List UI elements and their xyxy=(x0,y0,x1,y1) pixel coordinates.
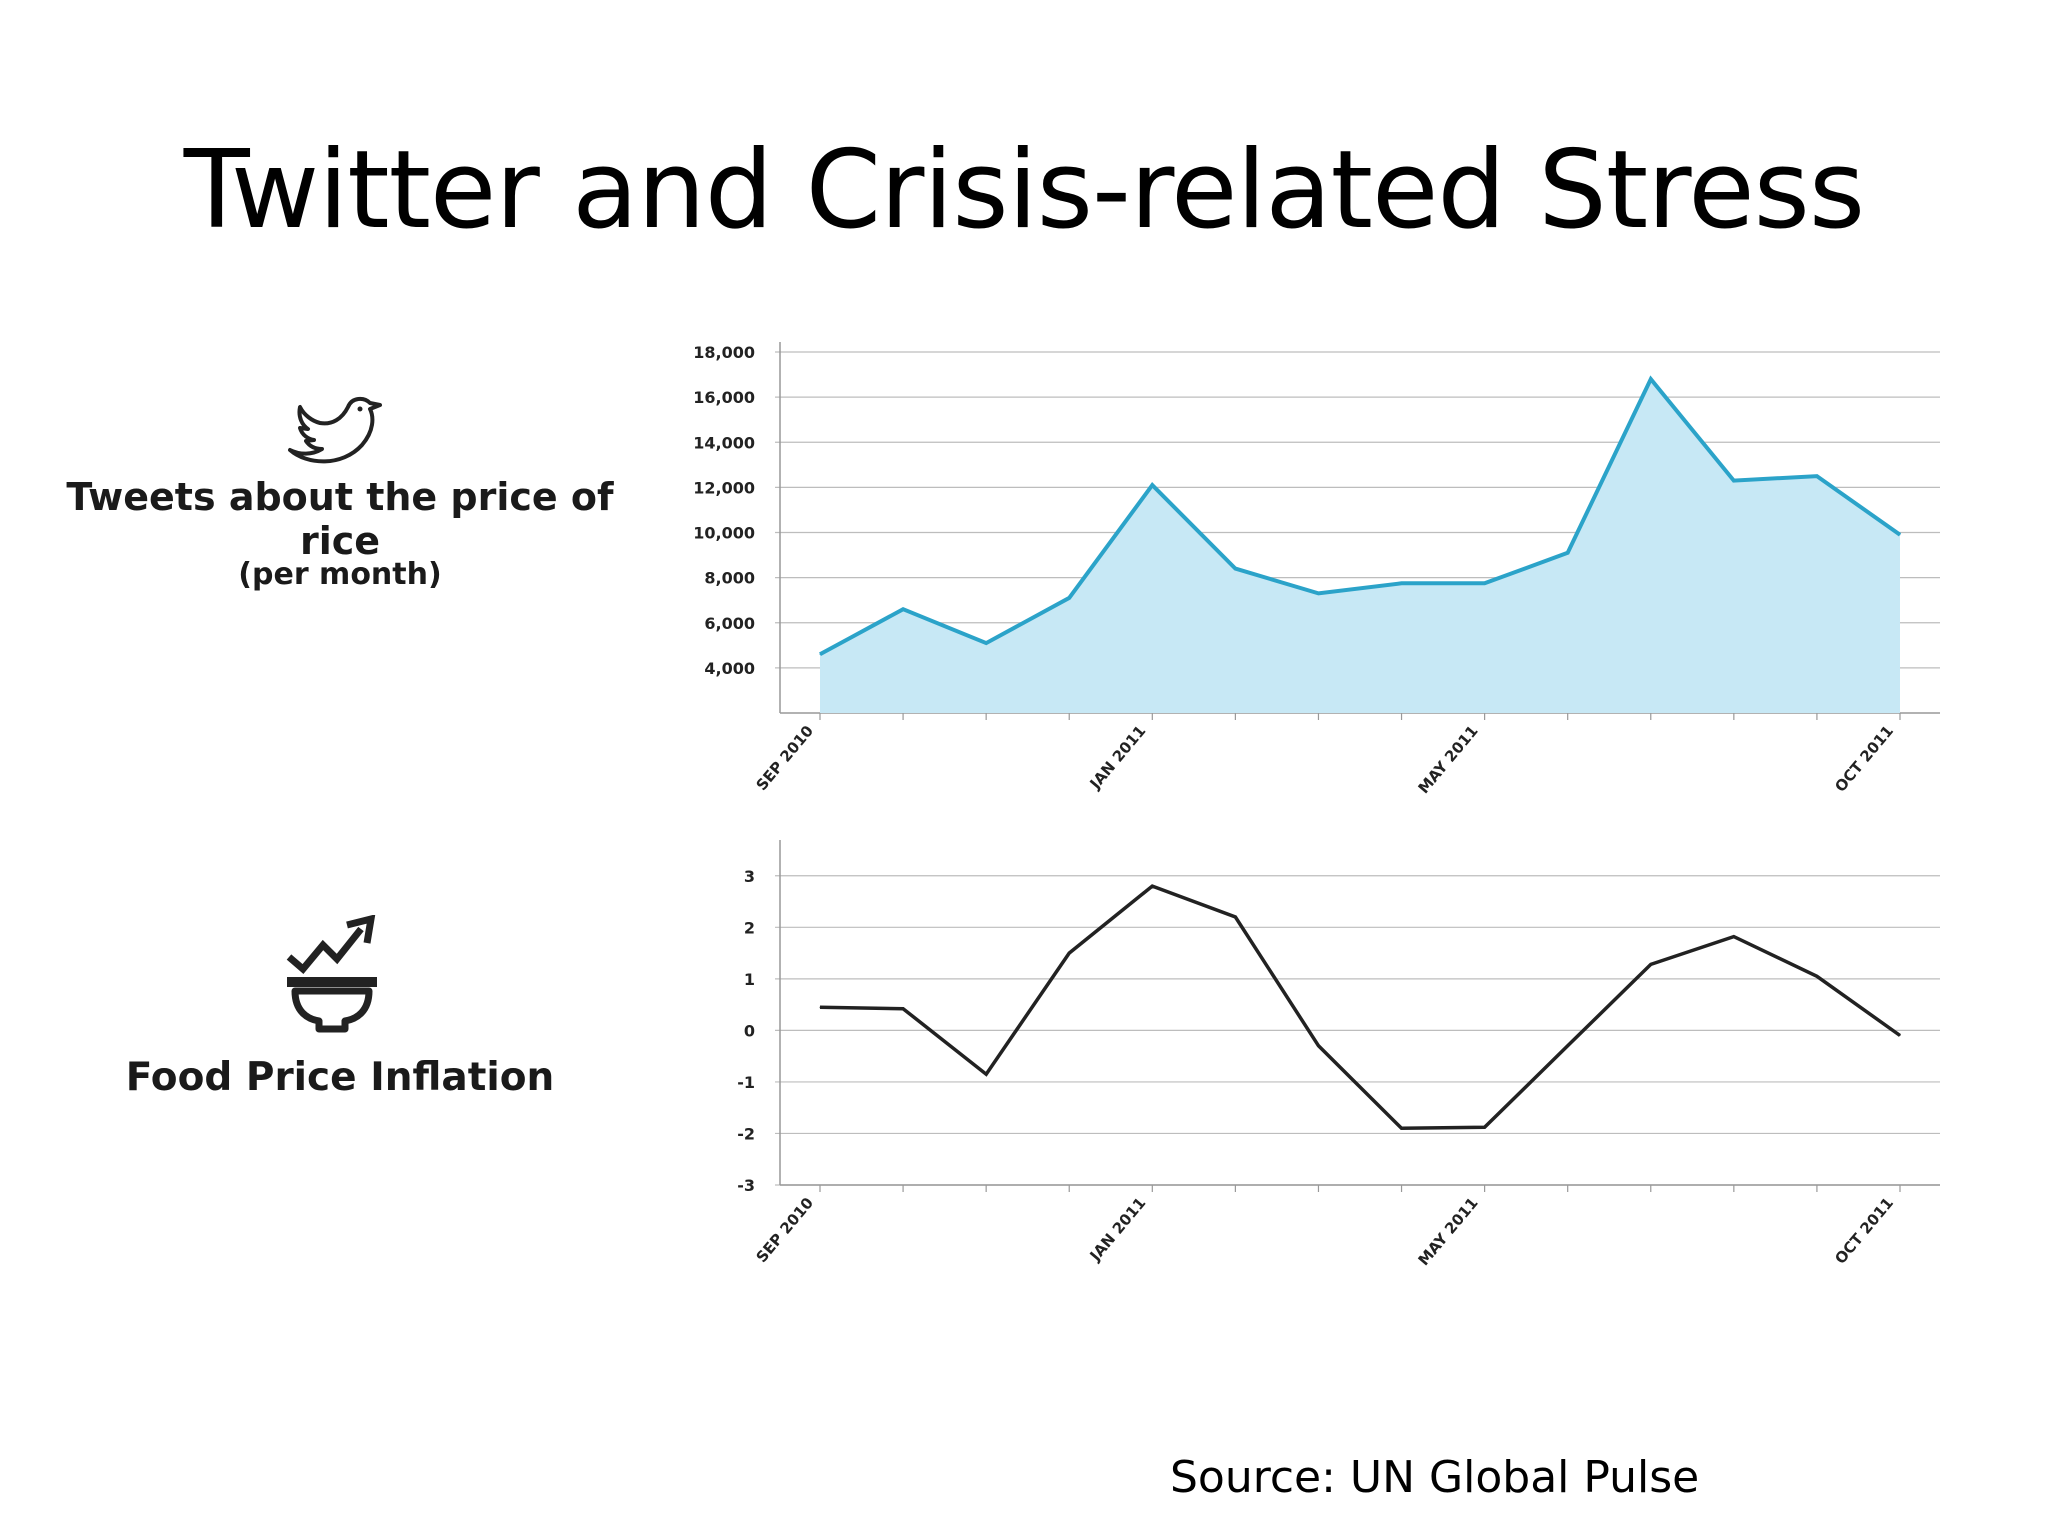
tweets-point xyxy=(1068,597,1070,599)
y-tick-label: 0 xyxy=(744,1021,755,1040)
tweets-point xyxy=(819,653,821,655)
y-tick-label: 14,000 xyxy=(693,433,755,452)
y-tick-label: 16,000 xyxy=(693,388,755,407)
inflation-point xyxy=(1567,1045,1569,1047)
inflation-point xyxy=(1401,1127,1403,1129)
inflation-point xyxy=(1068,952,1070,954)
tweets-point xyxy=(1484,582,1486,584)
y-tick-label: -1 xyxy=(737,1073,755,1092)
rising-trend-bowl-icon xyxy=(286,915,377,1033)
tweets-point xyxy=(1899,534,1901,536)
tweets-point xyxy=(1567,552,1569,554)
y-tick-label: 2 xyxy=(744,918,755,937)
x-tick-label: OCT 2011 xyxy=(1831,1194,1897,1268)
y-tick-label: 3 xyxy=(744,867,755,886)
slide-title: Twitter and Crisis-related Stress xyxy=(183,128,1865,253)
y-tick-label: 18,000 xyxy=(693,343,755,362)
tweets-point xyxy=(1816,475,1818,477)
y-tick-label: 12,000 xyxy=(693,478,755,497)
y-tick-label: -2 xyxy=(737,1124,755,1143)
y-tick-label: 4,000 xyxy=(704,659,755,678)
tweets-point xyxy=(1234,568,1236,570)
inflation-point xyxy=(1650,963,1652,965)
tweets-point xyxy=(1401,582,1403,584)
inflation-point xyxy=(819,1006,821,1008)
tweets-point xyxy=(1650,378,1652,380)
x-tick-label: MAY 2011 xyxy=(1415,1194,1482,1269)
x-tick-label: JAN 2011 xyxy=(1086,722,1150,793)
x-tick-label: OCT 2011 xyxy=(1831,722,1897,796)
inflation-point xyxy=(1234,916,1236,918)
inflation-point xyxy=(1151,885,1153,887)
inflation-line xyxy=(819,884,1902,1131)
x-tick-label: MAY 2011 xyxy=(1415,722,1482,797)
tweets-line xyxy=(819,375,1902,657)
inflation-point xyxy=(1484,1126,1486,1128)
y-tick-label: 6,000 xyxy=(704,614,755,633)
tweets-point xyxy=(1317,592,1319,594)
inflation-point xyxy=(1816,975,1818,977)
tweets-point xyxy=(985,642,987,644)
tweets-point xyxy=(1733,480,1735,482)
y-tick-label: -3 xyxy=(737,1176,755,1195)
tweets-chart-label: Tweets about the price of rice xyxy=(66,475,614,563)
x-tick-label: SEP 2010 xyxy=(752,1194,817,1266)
y-tick-label: 1 xyxy=(744,970,755,989)
y-tick-label: 8,000 xyxy=(704,569,755,588)
inflation-chart-label: Food Price Inflation xyxy=(125,1055,555,1100)
y-tick-label: 10,000 xyxy=(693,524,755,543)
x-tick-label: SEP 2010 xyxy=(752,722,817,794)
twitter-bird-icon xyxy=(288,396,382,464)
inflation-point xyxy=(1899,1035,1901,1037)
inflation-point xyxy=(902,1008,904,1010)
x-tick-label: JAN 2011 xyxy=(1086,1194,1150,1265)
inflation-point xyxy=(1733,936,1735,938)
tweets-chart-sublabel: (per month) xyxy=(238,557,442,592)
inflation-point xyxy=(985,1073,987,1075)
source-credit: Source: UN Global Pulse xyxy=(1170,1452,1700,1503)
inflation-point xyxy=(1317,1045,1319,1047)
tweets-point xyxy=(1151,484,1153,486)
tweets-area xyxy=(820,379,1900,713)
tweets-point xyxy=(902,608,904,610)
